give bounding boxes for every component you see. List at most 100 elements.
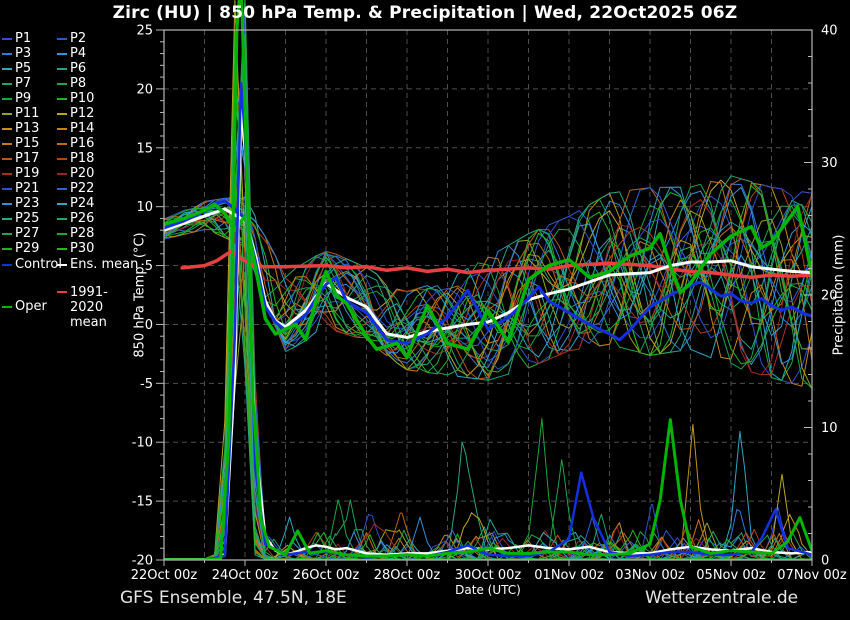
- legend-item-p30: P30: [57, 241, 94, 256]
- temp-tick-label: -15: [132, 495, 153, 510]
- precip-tick-label: 20: [821, 289, 838, 304]
- legend-item-p3: P3: [2, 46, 31, 61]
- precip-tick-label: 40: [821, 24, 838, 39]
- legend-item-p12-swatch: [57, 112, 67, 115]
- legend-item-p27-label: P27: [15, 226, 40, 241]
- legend-item-p29-label: P29: [15, 241, 40, 256]
- date-tick-label: 22Oct 00z: [131, 568, 198, 583]
- date-tick-label: 07Nov 00z: [777, 568, 847, 583]
- legend-item-p15-label: P15: [15, 136, 40, 151]
- legend-item-p26-swatch: [57, 217, 67, 220]
- temp-tick-label: -20: [132, 554, 153, 569]
- legend-item-p11-label: P11: [15, 106, 40, 121]
- legend-item-p18: P18: [57, 151, 94, 166]
- model-caption: GFS Ensemble, 47.5N, 18E: [120, 588, 347, 608]
- legend-item-p9: P9: [2, 91, 31, 106]
- legend-item-p18-label: P18: [70, 151, 95, 166]
- oper-temp-line: [163, 202, 813, 360]
- legend-item-p7-swatch: [2, 82, 12, 85]
- legend-item-p24-swatch: [57, 202, 67, 205]
- precip-tick-label: 0: [821, 554, 829, 569]
- legend-item-p12-label: P12: [70, 106, 95, 121]
- legend-item-p28-label: P28: [70, 226, 95, 241]
- legend-item-p22: P22: [57, 181, 94, 196]
- legend-item-p27-swatch: [2, 232, 12, 235]
- legend-item-oper-swatch: [2, 305, 12, 308]
- legend-item-p9-label: P9: [15, 91, 32, 106]
- ensemble-legend: P1 P2 P3 P4 P5 P6 P7 P8 P9 P10 P11 P12 P13 P14 P15 P16 P…: [0, 0, 160, 620]
- legend-item-p10-label: P10: [70, 91, 95, 106]
- member-temp-line-P15: [163, 181, 813, 361]
- legend-item-p23-swatch: [2, 202, 12, 205]
- legend-item-p10: P10: [57, 91, 94, 106]
- legend-item-p23-label: P23: [15, 196, 40, 211]
- legend-item-p21-swatch: [2, 187, 12, 190]
- legend-item-p20: P20: [57, 166, 94, 181]
- legend-item-p10-swatch: [57, 97, 67, 100]
- legend-item-p13-swatch: [2, 127, 12, 130]
- date-tick-label: 05Nov 00z: [696, 568, 766, 583]
- legend-item-p3-swatch: [2, 52, 12, 55]
- legend-item-p2-swatch: [57, 37, 67, 40]
- legend-item-p14-label: P14: [70, 121, 95, 136]
- legend-item-p7: P7: [2, 76, 31, 91]
- legend-item-climate-mean-swatch: [57, 291, 67, 293]
- oper-precip-line: [163, 0, 813, 561]
- legend-item-p29: P29: [2, 241, 39, 256]
- legend-item-ens-mean-swatch: [57, 263, 67, 266]
- legend-item-p17-label: P17: [15, 151, 40, 166]
- legend-item-control-label: Control: [15, 257, 62, 272]
- legend-item-control: Control: [2, 257, 62, 272]
- precip-tick-label: 30: [821, 156, 838, 171]
- member-temp-line-P26: [163, 175, 813, 350]
- temp-tick-label: 5: [145, 259, 153, 274]
- legend-item-p14: P14: [57, 121, 94, 136]
- legend-item-p20-swatch: [57, 172, 67, 175]
- legend-item-p29-swatch: [2, 247, 12, 250]
- legend-item-oper: Oper: [2, 299, 47, 314]
- legend-item-p25-swatch: [2, 217, 12, 220]
- legend-item-p16-label: P16: [70, 136, 95, 151]
- temp-tick-label: -5: [140, 377, 153, 392]
- legend-item-p14-swatch: [57, 127, 67, 130]
- legend-item-ens-mean: Ens. mean: [57, 257, 138, 272]
- date-tick-label: 28Oct 00z: [374, 568, 441, 583]
- legend-item-climate-mean: 1991-2020 mean: [57, 285, 136, 330]
- legend-item-p30-swatch: [57, 247, 67, 250]
- temp-tick-label: 20: [136, 82, 153, 97]
- legend-item-p2-label: P2: [70, 31, 87, 46]
- legend-item-p28-swatch: [57, 232, 67, 235]
- legend-item-p28: P28: [57, 226, 94, 241]
- date-tick-label: 30Oct 00z: [455, 568, 522, 583]
- legend-item-p18-swatch: [57, 157, 67, 160]
- legend-item-p30-label: P30: [70, 241, 95, 256]
- legend-item-p26-label: P26: [70, 211, 95, 226]
- legend-item-p15: P15: [2, 136, 39, 151]
- legend-item-p24-label: P24: [70, 196, 95, 211]
- legend-item-p6-label: P6: [70, 61, 87, 76]
- legend-item-p5: P5: [2, 61, 31, 76]
- legend-item-p19-label: P19: [15, 166, 40, 181]
- legend-item-climate-mean-label: 1991-2020 mean: [70, 285, 108, 330]
- legend-item-p2: P2: [57, 31, 86, 46]
- legend-item-p7-label: P7: [15, 76, 32, 91]
- legend-item-p9-swatch: [2, 97, 12, 100]
- legend-item-p3-label: P3: [15, 46, 32, 61]
- legend-item-p6-swatch: [57, 67, 67, 70]
- legend-item-p1: P1: [2, 31, 31, 46]
- legend-item-p16: P16: [57, 136, 94, 151]
- legend-item-p11: P11: [2, 106, 39, 121]
- legend-item-p5-label: P5: [15, 61, 32, 76]
- legend-item-p13: P13: [2, 121, 39, 136]
- legend-item-p24: P24: [57, 196, 94, 211]
- temp-tick-label: 10: [136, 200, 153, 215]
- summary-lines-layer: [163, 0, 813, 561]
- temp-tick-label: 0: [145, 318, 153, 333]
- legend-item-p8: P8: [57, 76, 86, 91]
- legend-item-p22-label: P22: [70, 181, 95, 196]
- legend-item-p23: P23: [2, 196, 39, 211]
- legend-item-p1-swatch: [2, 37, 12, 40]
- legend-item-p15-swatch: [2, 142, 12, 145]
